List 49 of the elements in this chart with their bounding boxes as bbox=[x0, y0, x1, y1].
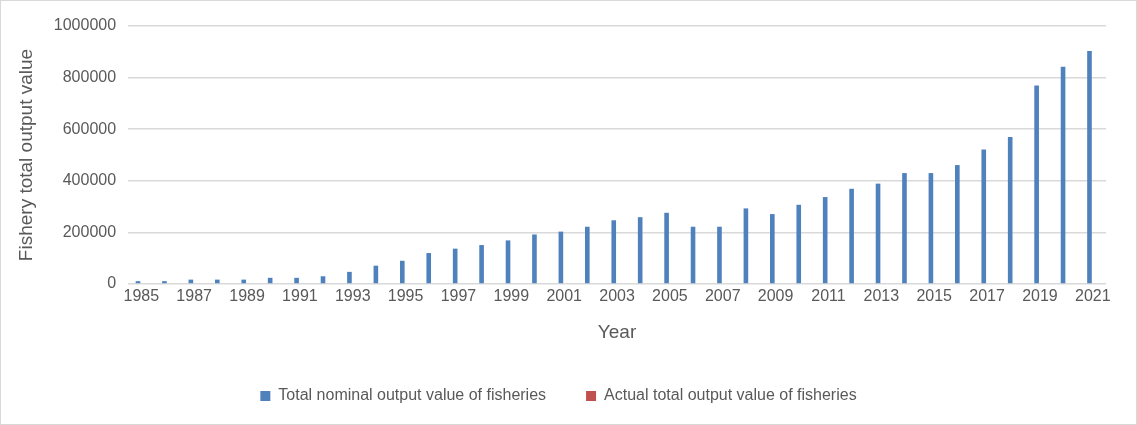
x-tick-label: 2017 bbox=[969, 287, 1005, 305]
x-tick-label: 1987 bbox=[176, 287, 213, 305]
y-axis-title: Fishery total output value bbox=[14, 48, 36, 262]
x-tick-label: 1997 bbox=[440, 287, 477, 305]
legend-label: Actual total output value of fisheries bbox=[604, 386, 857, 404]
y-tick-label: 1000000 bbox=[53, 16, 117, 34]
bar bbox=[981, 149, 987, 284]
x-tick-label: 1991 bbox=[282, 287, 318, 305]
bar bbox=[347, 271, 352, 284]
bar bbox=[717, 226, 722, 284]
y-tick-label: 200000 bbox=[62, 222, 117, 240]
x-tick-label: 2015 bbox=[916, 287, 953, 305]
bar bbox=[479, 245, 484, 284]
x-tick-label: 2009 bbox=[757, 287, 794, 305]
x-tick-label: 2007 bbox=[704, 287, 741, 305]
x-tick-label: 1995 bbox=[387, 287, 424, 305]
bar bbox=[294, 277, 299, 284]
legend-label: Total nominal output value of fisheries bbox=[278, 386, 547, 404]
y-tick-label: 0 bbox=[107, 274, 117, 292]
bar bbox=[902, 173, 907, 284]
bar bbox=[664, 212, 669, 284]
bar bbox=[1034, 85, 1039, 284]
x-tick-label: 1985 bbox=[123, 287, 160, 305]
bar bbox=[585, 226, 590, 284]
x-tick-label: 1999 bbox=[493, 287, 530, 305]
bar bbox=[796, 204, 802, 284]
y-tick-label: 800000 bbox=[62, 68, 117, 86]
bar bbox=[399, 260, 405, 284]
x-tick-label: 2019 bbox=[1022, 287, 1058, 305]
bar bbox=[770, 214, 775, 284]
x-tick-label: 1993 bbox=[334, 287, 371, 305]
x-tick-label: 2013 bbox=[863, 287, 900, 305]
bar bbox=[955, 165, 960, 284]
x-tick-label: 2021 bbox=[1074, 287, 1111, 305]
bar bbox=[611, 220, 617, 284]
bar bbox=[849, 188, 854, 284]
x-tick-label: 2005 bbox=[652, 287, 688, 305]
bar bbox=[532, 234, 537, 284]
y-tick-label: 600000 bbox=[62, 119, 117, 137]
x-axis-title: Year bbox=[597, 320, 637, 342]
x-tick-label: 1989 bbox=[229, 287, 265, 305]
bar bbox=[426, 253, 432, 284]
x-tick-label: 2011 bbox=[811, 287, 846, 305]
bar bbox=[162, 281, 167, 284]
x-tick-label: 2001 bbox=[546, 287, 583, 305]
bar bbox=[1087, 51, 1092, 284]
y-tick-label: 400000 bbox=[62, 171, 117, 189]
bar bbox=[1007, 136, 1013, 284]
x-tick-label: 2003 bbox=[599, 287, 635, 305]
